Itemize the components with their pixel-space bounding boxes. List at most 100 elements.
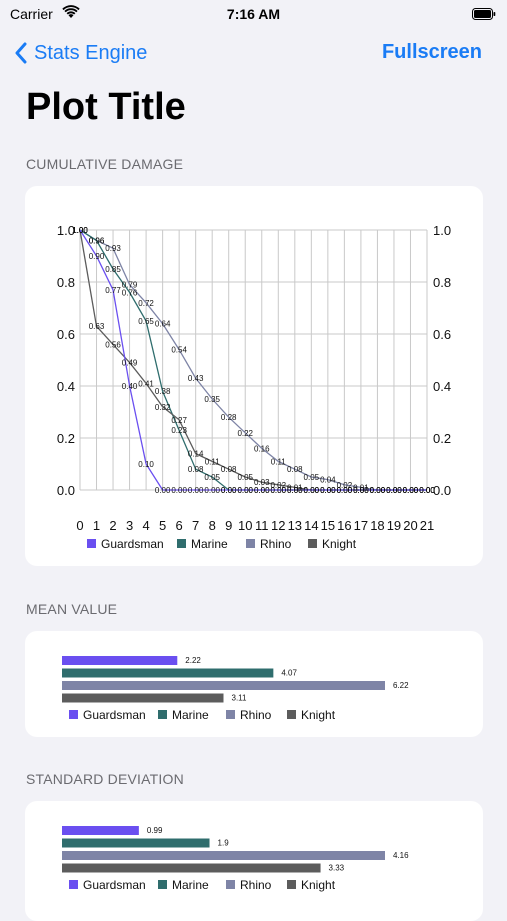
battery-icon bbox=[472, 8, 496, 20]
clock: 7:16 AM bbox=[0, 6, 507, 22]
legend-swatch-rhino bbox=[246, 539, 255, 548]
data-label-knight: 1.00 bbox=[72, 226, 88, 235]
chart-legend: Guardsman Marine Rhino Knight bbox=[69, 708, 336, 722]
data-label-knight: 0.27 bbox=[171, 416, 187, 425]
data-label-marine: 0.85 bbox=[105, 265, 121, 274]
y-tick-label-left: 0.2 bbox=[57, 431, 75, 446]
data-label-guardsman: 0.40 bbox=[122, 382, 138, 391]
bar-knight bbox=[62, 694, 224, 703]
back-button-label: Stats Engine bbox=[34, 42, 147, 65]
x-tick-label: 1 bbox=[93, 518, 100, 533]
bar-guardsman bbox=[62, 656, 177, 665]
page-title: Plot Title bbox=[26, 86, 186, 129]
data-label-rhino: 0.64 bbox=[155, 320, 171, 329]
data-label-knight: 0.00 bbox=[386, 486, 402, 495]
x-tick-label: 19 bbox=[387, 518, 401, 533]
legend-label-guardsman: Guardsman bbox=[83, 878, 146, 892]
data-label-knight: 0.00 bbox=[419, 486, 435, 495]
back-button[interactable]: Stats Engine bbox=[14, 38, 147, 68]
data-label-marine: 0.00 bbox=[237, 486, 253, 495]
y-tick-label-left: 0.0 bbox=[57, 483, 75, 498]
data-label-rhino: 0.79 bbox=[122, 281, 138, 290]
data-label-rhino: 0.35 bbox=[204, 395, 220, 404]
legend-swatch-guardsman bbox=[69, 880, 78, 889]
cumulative-damage-card: 0 1 2 3 4 5 6 7 8 9 10 11 12 13 14 15 16 17 18 19 20 21 0.0 0.0… bbox=[25, 186, 483, 566]
data-label-knight: 0.00 bbox=[403, 486, 419, 495]
data-label-rhino: 0.96 bbox=[89, 236, 105, 245]
x-tick-label: 17 bbox=[354, 518, 368, 533]
status-bar: Carrier 7:16 AM bbox=[0, 0, 507, 30]
data-label-marine: 0.76 bbox=[122, 288, 138, 297]
legend-swatch-guardsman bbox=[69, 710, 78, 719]
legend-label-guardsman: Guardsman bbox=[101, 537, 164, 551]
y-tick-label-right: 0.4 bbox=[433, 379, 451, 394]
x-tick-label: 16 bbox=[337, 518, 351, 533]
chart-legend: Guardsman Marine Rhino Knight bbox=[69, 878, 336, 892]
legend-swatch-knight bbox=[308, 539, 317, 548]
bar-rhino bbox=[62, 851, 385, 860]
section-label-stddev: STANDARD DEVIATION bbox=[26, 771, 184, 787]
bar-rhino bbox=[62, 681, 385, 690]
standard-deviation-chart: 0.99 1.9 4.16 3.33 Guardsman Marine Rhino Knigh… bbox=[25, 801, 483, 921]
data-label-rhino: 0.22 bbox=[237, 429, 253, 438]
bar-value-label-guardsman: 0.99 bbox=[147, 826, 163, 835]
data-label-knight: 0.32 bbox=[155, 403, 171, 412]
legend-swatch-rhino bbox=[226, 710, 235, 719]
data-label-rhino: 0.04 bbox=[320, 476, 336, 485]
fullscreen-button[interactable]: Fullscreen bbox=[382, 41, 482, 64]
legend-swatch-guardsman bbox=[87, 539, 96, 548]
legend-swatch-knight bbox=[287, 880, 296, 889]
data-label-knight: 0.11 bbox=[205, 457, 221, 466]
data-label-guardsman: 0.00 bbox=[171, 486, 187, 495]
x-tick-label: 13 bbox=[288, 518, 302, 533]
x-tick-label: 5 bbox=[159, 518, 166, 533]
y-tick-label-right: 0.8 bbox=[433, 275, 451, 290]
x-tick-label: 4 bbox=[142, 518, 149, 533]
x-tick-label: 18 bbox=[370, 518, 384, 533]
data-label-marine: 0.05 bbox=[204, 473, 220, 482]
data-label-rhino: 0.54 bbox=[171, 346, 187, 355]
data-label-rhino: 0.16 bbox=[254, 444, 270, 453]
data-label-guardsman: 0.10 bbox=[138, 460, 154, 469]
data-label-rhino: 0.08 bbox=[287, 465, 303, 474]
data-label-guardsman: 0.00 bbox=[155, 486, 171, 495]
mean-value-chart: 2.22 4.07 6.22 3.11 Guardsman Marine Rhino Knig… bbox=[25, 631, 483, 737]
bar-marine bbox=[62, 839, 210, 848]
standard-deviation-card: 0.99 1.9 4.16 3.33 Guardsman Marine Rhino Knigh… bbox=[25, 801, 483, 921]
data-label-knight: 0.03 bbox=[254, 478, 270, 487]
x-tick-label: 9 bbox=[225, 518, 232, 533]
data-label-knight: 0.00 bbox=[353, 486, 369, 495]
bar-value-label-rhino: 6.22 bbox=[393, 681, 409, 690]
x-tick-label: 8 bbox=[209, 518, 216, 533]
data-label-knight: 0.00 bbox=[304, 486, 320, 495]
x-tick-label: 11 bbox=[255, 518, 269, 533]
legend-swatch-rhino bbox=[226, 880, 235, 889]
bar-guardsman bbox=[62, 826, 139, 835]
chevron-left-icon bbox=[14, 42, 28, 64]
x-tick-label: 14 bbox=[304, 518, 318, 533]
data-label-knight: 0.41 bbox=[138, 379, 154, 388]
x-tick-label: 7 bbox=[192, 518, 199, 533]
x-tick-label: 21 bbox=[420, 518, 434, 533]
data-label-marine: 0.08 bbox=[188, 465, 204, 474]
bar-value-label-guardsman: 2.22 bbox=[185, 656, 201, 665]
legend-swatch-knight bbox=[287, 710, 296, 719]
data-label-rhino: 0.05 bbox=[304, 473, 320, 482]
data-label-rhino: 0.93 bbox=[105, 244, 121, 253]
x-tick-label: 6 bbox=[176, 518, 183, 533]
legend-label-rhino: Rhino bbox=[240, 878, 272, 892]
data-label-guardsman: 0.00 bbox=[204, 486, 220, 495]
y-tick-label-right: 0.6 bbox=[433, 327, 451, 342]
data-label-rhino: 0.43 bbox=[188, 374, 204, 383]
bar-value-label-marine: 1.9 bbox=[218, 839, 230, 848]
y-tick-label-right: 0.0 bbox=[433, 483, 451, 498]
data-label-knight: 0.00 bbox=[337, 486, 353, 495]
data-label-knight: 0.02 bbox=[270, 481, 286, 490]
data-label-guardsman: 0.90 bbox=[89, 252, 105, 261]
data-label-knight: 0.56 bbox=[105, 340, 121, 349]
data-label-knight: 0.01 bbox=[287, 483, 303, 492]
legend-swatch-marine bbox=[158, 710, 167, 719]
mean-value-card: 2.22 4.07 6.22 3.11 Guardsman Marine Rhino Knig… bbox=[25, 631, 483, 737]
bar-value-label-knight: 3.11 bbox=[232, 694, 248, 703]
data-label-guardsman: 0.77 bbox=[105, 286, 121, 295]
